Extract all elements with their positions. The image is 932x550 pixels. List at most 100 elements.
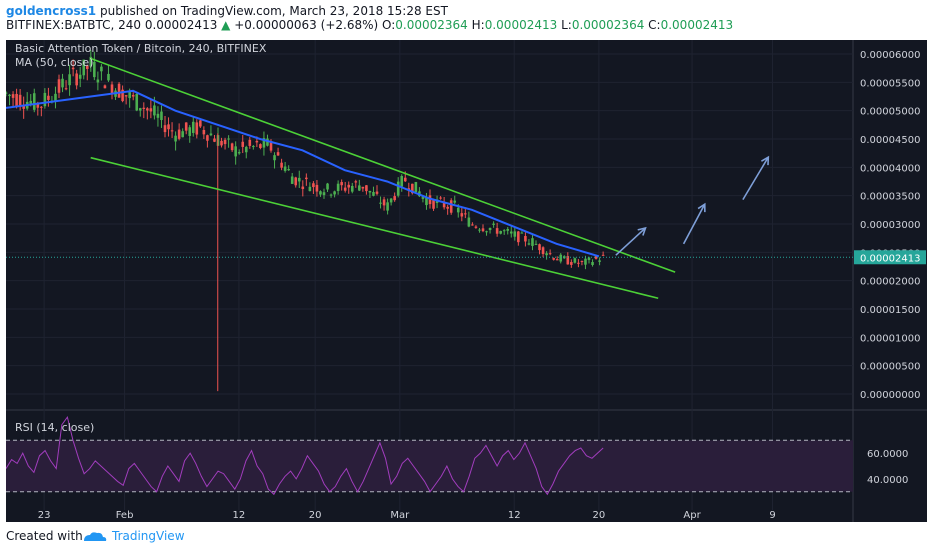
candle-body — [393, 196, 396, 201]
candle-body — [252, 146, 255, 148]
change-arrow-icon: ▲ — [221, 18, 231, 32]
candle-body — [308, 186, 312, 192]
candle-body — [368, 190, 372, 193]
candle-body — [340, 182, 343, 186]
candle-body — [559, 254, 563, 262]
candle-body — [520, 232, 524, 234]
candle-body — [124, 95, 128, 97]
chart-panel[interactable]: 0.00006000 0.00005500 0.00005000 0.00004500… — [6, 40, 927, 522]
rsi-tick-label: 40.0000 — [867, 475, 908, 486]
candle-body — [403, 177, 407, 182]
candle-body — [138, 108, 142, 111]
candle-body — [259, 144, 262, 149]
candle-body — [343, 187, 347, 191]
symbol-line: BITFINEX:BATBTC, 240 0.00002413 ▲ +0.000… — [6, 18, 733, 32]
projection-arrow — [615, 227, 647, 256]
ma-line — [6, 89, 600, 258]
candle-body — [350, 185, 354, 192]
candle-body — [442, 202, 446, 208]
price-tick-label: 0.00004500 — [860, 135, 920, 146]
price-tick-label: 0.00003500 — [860, 192, 920, 203]
candle-body — [54, 93, 57, 102]
candle-body — [531, 238, 534, 246]
candle-body — [223, 139, 227, 145]
candle-body — [163, 125, 167, 133]
candle-body — [202, 129, 206, 135]
candle-body — [82, 59, 86, 76]
tradingview-brand[interactable]: TradingView — [112, 529, 185, 543]
candle-body — [117, 83, 121, 98]
candle-body — [146, 108, 149, 111]
low-value: 0.00002364 — [571, 18, 645, 32]
candle-body — [237, 152, 241, 154]
rsi-band-fill — [6, 440, 853, 492]
candle-body — [167, 124, 170, 130]
candle-body — [517, 231, 520, 243]
candle-body — [488, 227, 492, 231]
candle-body — [566, 256, 570, 265]
candle-body — [354, 181, 358, 183]
candle-body — [584, 258, 587, 265]
rsi-tick-label: 60.0000 — [867, 449, 908, 460]
candle-body — [195, 122, 199, 135]
candle-body — [135, 94, 139, 111]
candle-body — [428, 195, 432, 205]
channel-lower-line — [90, 156, 659, 300]
chart-canvas[interactable]: 0.00006000 0.00005500 0.00005000 0.00004500… — [6, 40, 927, 522]
candle-body — [199, 120, 202, 127]
candle-body — [142, 107, 146, 109]
candle-body — [598, 260, 601, 262]
ma-legend: MA (50, close) — [15, 56, 94, 69]
candle-body — [573, 258, 577, 263]
candle-body — [460, 213, 464, 217]
candle-body — [541, 247, 545, 255]
candle-body — [453, 200, 457, 203]
publish-line: goldencross1 published on TradingView.co… — [6, 4, 448, 18]
author-link[interactable]: goldencross1 — [6, 4, 97, 18]
time-tick-label: 20 — [593, 510, 606, 521]
price-tick-label: 0.00005000 — [860, 107, 920, 118]
candle-body — [160, 111, 163, 121]
projection-arrow-head — [637, 226, 647, 236]
time-tick-label: 12 — [508, 510, 521, 521]
candle-body — [43, 92, 47, 107]
candle-body — [411, 183, 414, 194]
candle-body — [347, 184, 351, 188]
candle-body — [248, 139, 252, 146]
candle-body — [227, 138, 230, 140]
candle-body — [548, 253, 552, 255]
published-text: published on TradingView.com, March 23, … — [99, 4, 448, 18]
candle-body — [283, 166, 287, 171]
candle-body — [591, 262, 594, 265]
candle-body — [361, 186, 365, 189]
price-tick-label: 0.00000500 — [860, 362, 920, 373]
candle-body — [15, 93, 18, 107]
last-price-label: 0.00002413 — [860, 253, 920, 264]
candle-body — [96, 79, 100, 83]
candle-body — [425, 197, 428, 206]
current-price: 0.00002413 — [144, 18, 218, 32]
close-label: C: — [648, 18, 661, 32]
candle-body — [280, 162, 283, 168]
candle-body — [358, 185, 361, 191]
candle-body — [577, 262, 580, 264]
candle-body — [262, 138, 266, 148]
candle-body — [326, 183, 329, 190]
candle-body — [71, 67, 75, 70]
candle-body — [220, 140, 223, 146]
candle-body — [297, 177, 301, 182]
high-value: 0.00002413 — [484, 18, 558, 32]
time-tick-label: Apr — [683, 510, 701, 521]
candle-body — [100, 66, 103, 72]
candle-body — [244, 146, 248, 153]
candle-body — [29, 100, 33, 104]
candle-body — [467, 217, 471, 227]
candle-body — [524, 235, 527, 242]
candle-body — [382, 199, 386, 206]
price-tick-label: 0.00000000 — [860, 390, 920, 401]
projection-arrow-head — [697, 202, 706, 213]
price-tick-label: 0.00003000 — [860, 220, 920, 231]
candle-body — [421, 195, 425, 199]
open-value: 0.00002364 — [395, 18, 468, 32]
candle-body — [456, 207, 460, 213]
